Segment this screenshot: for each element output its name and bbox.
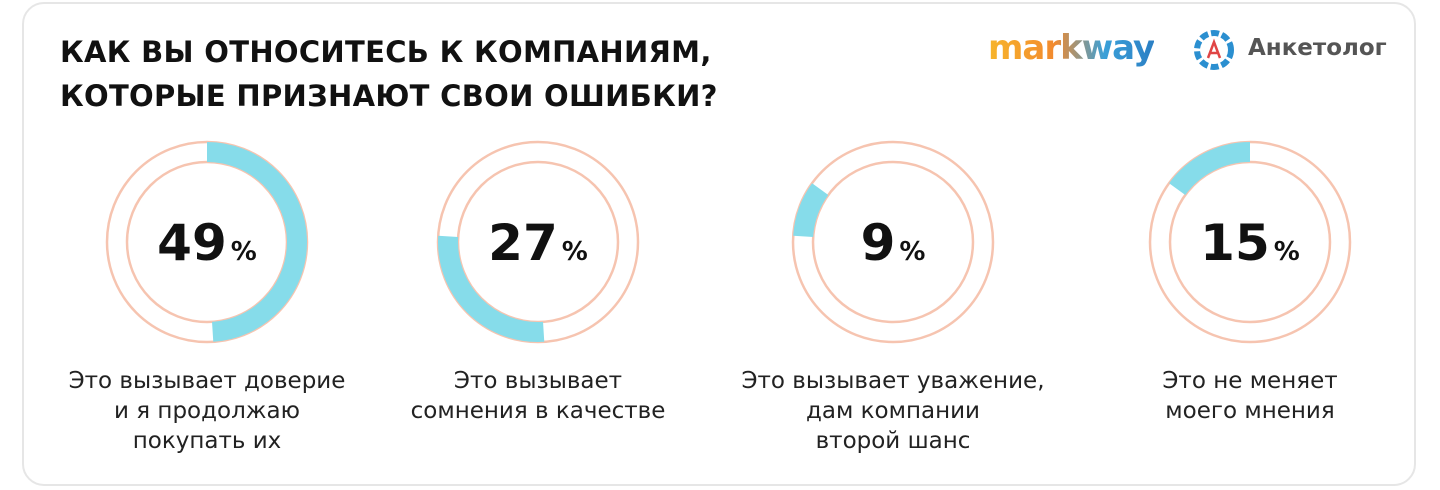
- value-unit: %: [562, 237, 588, 267]
- value-number: 49: [157, 214, 227, 272]
- chart-title: КАК ВЫ ОТНОСИТЕСЬ К КОМПАНИЯМ, КОТОРЫЕ П…: [60, 35, 718, 113]
- value-label: 27%: [488, 214, 588, 272]
- track-inner: [125, 160, 289, 324]
- track-inner: [456, 160, 620, 324]
- donut-arc: [438, 235, 545, 342]
- value-number: 27: [488, 214, 558, 272]
- track-inner: [811, 160, 975, 324]
- track-outer: [791, 140, 995, 344]
- category-label: Это вызывает уважение, дам компании втор…: [741, 368, 1045, 454]
- value-label: 49%: [157, 214, 257, 272]
- category-label: Это вызывает сомнения в качестве: [410, 368, 666, 424]
- value-number: 9: [861, 214, 896, 272]
- logo-anketolog: Анкетолог: [1248, 35, 1387, 61]
- card: [22, 2, 1416, 486]
- category-label: Это не меняет моего мнения: [1162, 368, 1338, 424]
- value-label: 15%: [1200, 214, 1300, 272]
- value-label: 9%: [861, 214, 926, 272]
- donut-arc: [1169, 142, 1251, 196]
- value-number: 15: [1200, 214, 1270, 272]
- category-label: Это вызывает доверие и я продолжаю покуп…: [68, 368, 346, 454]
- logo-markway: markway: [988, 28, 1155, 68]
- donut-arc: [793, 183, 829, 238]
- value-unit: %: [1274, 237, 1300, 267]
- logo-icon: [1194, 30, 1234, 70]
- value-unit: %: [899, 237, 925, 267]
- donut-arc: [206, 142, 307, 342]
- value-unit: %: [231, 237, 257, 267]
